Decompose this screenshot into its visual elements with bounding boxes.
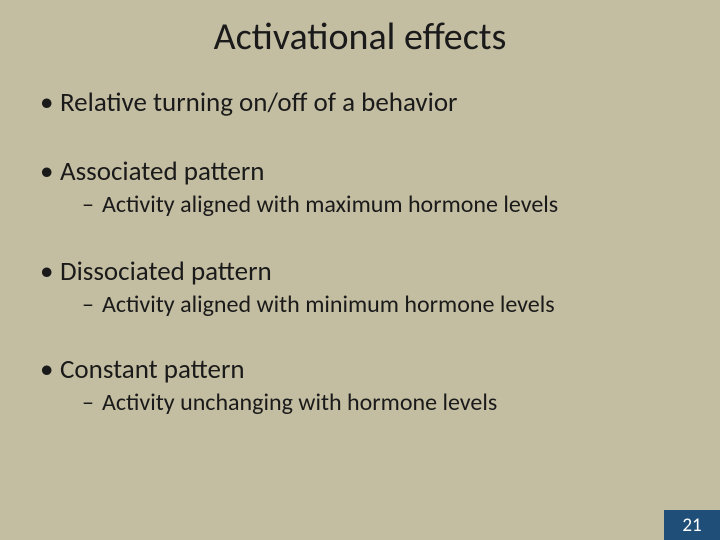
sub-bullet-text: Activity aligned with maximum hormone le… [102,190,558,219]
sub-bullet-item: Activity unchanging with hormone levels [82,388,692,417]
bullet-text: Constant pattern [60,353,245,386]
page-number-text: 21 [682,514,701,537]
bullet-text: Relative turning on/off of a behavior [60,86,457,119]
bullet-text: Dissociated pattern [60,255,272,288]
sub-bullet-text: Activity aligned with minimum hormone le… [102,290,555,319]
sub-bullet-item: Activity aligned with minimum hormone le… [82,290,692,319]
slide: Activational effects Relative turning on… [0,0,720,540]
slide-body: Relative turning on/off of a behavior As… [28,86,692,417]
sub-bullet-item: Activity aligned with maximum hormone le… [82,190,692,219]
slide-title: Activational effects [28,14,692,60]
bullet-item: Constant pattern Activity unchanging wit… [36,353,692,417]
bullet-item: Dissociated pattern Activity aligned wit… [36,255,692,319]
bullet-item: Relative turning on/off of a behavior [36,86,692,119]
sub-bullet-text: Activity unchanging with hormone levels [102,388,497,417]
bullet-text: Associated pattern [60,155,265,188]
bullet-item: Associated pattern Activity aligned with… [36,155,692,219]
page-number-badge: 21 [664,510,720,540]
